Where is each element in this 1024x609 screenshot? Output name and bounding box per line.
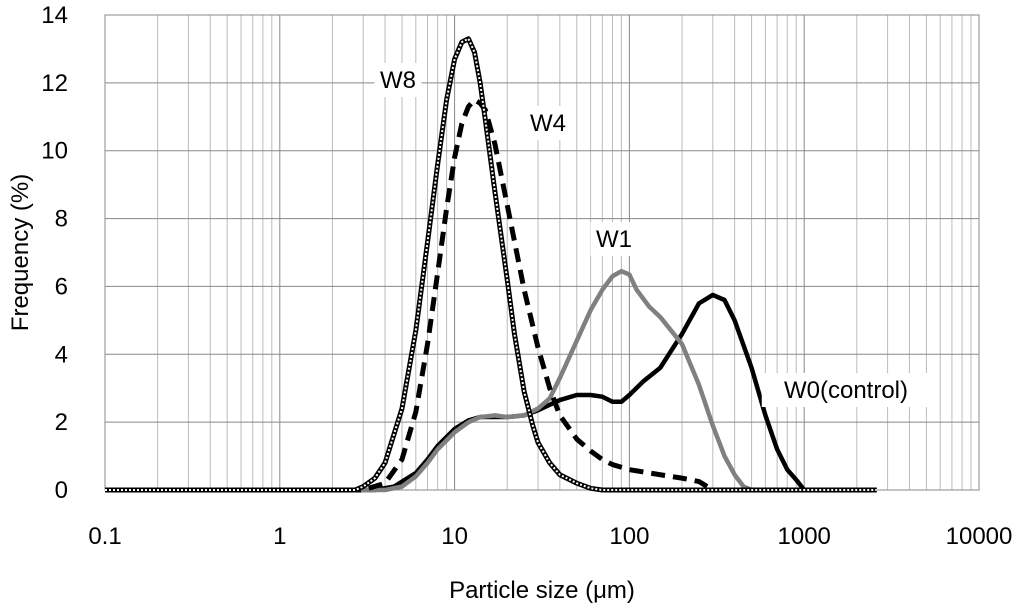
series-label: W8 [380,67,416,94]
series-line-w0-control [105,292,877,493]
y-tick-label: 0 [55,477,68,504]
series-label: W0(control) [784,377,908,404]
series-label-group: W0(control) [761,373,931,407]
y-tick-label: 14 [41,2,68,29]
y-tick-label: 10 [41,138,68,165]
chart-series-labels: W8 W4 W1 W0(control) [374,63,931,407]
chart-grid [104,14,980,491]
series-line-w1 [105,268,753,493]
chart-ticks: 0.1 1 10 100 1000 10000 0 2 4 6 8 10 12 14 [41,2,1012,550]
x-tick-label: 1 [273,523,286,550]
y-tick-label: 8 [55,206,68,233]
series-label-group: W8 [374,63,422,97]
series-label-background [590,222,638,256]
y-axis-title: Frequency (%) [7,174,34,331]
y-tick-label: 2 [55,409,68,436]
y-tick-label: 4 [55,341,68,368]
series-label-background [761,373,931,407]
series-label-group: W1 [590,222,638,256]
series-label-background [524,106,572,140]
x-tick-label: 10000 [946,523,1013,550]
series-label: W1 [596,226,632,253]
series-line-w4 [105,97,715,493]
series-label: W4 [530,110,566,137]
x-tick-label: 0.1 [88,523,121,550]
x-axis-title: Particle size (μm) [449,577,635,604]
y-tick-label: 6 [55,273,68,300]
series-label-background [374,63,422,97]
x-tick-label: 100 [609,523,649,550]
plot-frame [104,14,980,491]
x-tick-label: 10 [441,523,468,550]
series-label-group: W4 [524,106,572,140]
chart-series [105,36,877,493]
series-line-w8-inner [105,37,877,491]
x-tick-label: 1000 [778,523,831,550]
y-tick-label: 12 [41,70,68,97]
